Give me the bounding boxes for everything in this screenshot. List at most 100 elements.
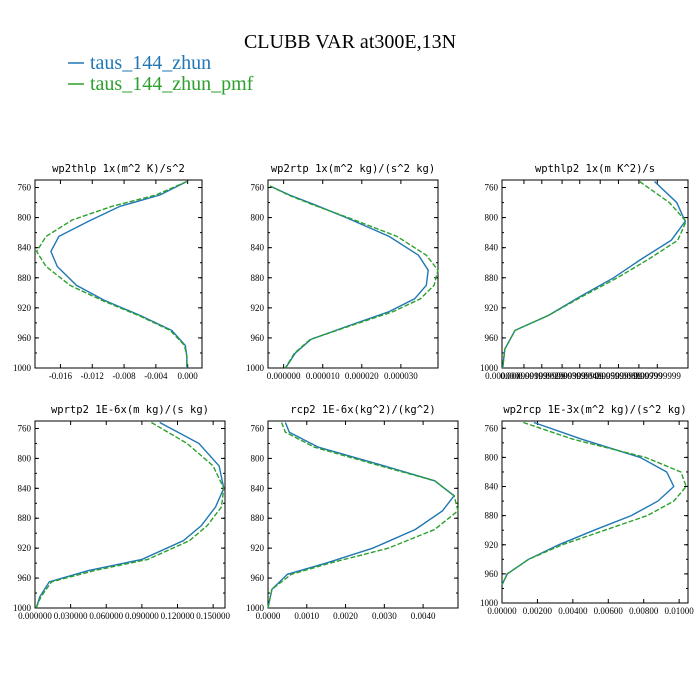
panel-1: wp2thlp 1x(m^2 K)/s^2 760 800 840 880 920 960 1…	[13, 163, 203, 381]
x-tick-label: 0.0020	[333, 611, 358, 621]
y-tick-label: 880	[18, 513, 32, 523]
y-tick-label: 1000	[480, 363, 499, 373]
panel-title: wp2thlp 1x(m^2 K)/s^2	[52, 163, 185, 175]
y-tick-label: 920	[485, 303, 499, 313]
x-tick-label: 0.0000	[256, 611, 281, 621]
y-tick-label: 920	[251, 543, 265, 553]
plot-frame	[501, 179, 689, 369]
series-line-2	[501, 421, 687, 586]
y-tick-label: 800	[18, 453, 32, 463]
x-tick-label: 0.007999999	[634, 371, 682, 381]
panel-title: wp2rcp 1E-3x(m^2 kg)/(s^2 kg)	[503, 404, 686, 416]
y-tick-label: 800	[18, 213, 32, 223]
series-line-1	[50, 180, 188, 368]
y-tick-label: 760	[485, 423, 499, 433]
x-tick-label: 0.000999999	[500, 371, 548, 381]
plot-frame	[267, 420, 459, 609]
y-tick-label: 760	[251, 423, 265, 433]
series-line-1	[267, 422, 456, 609]
y-tick-label: 880	[251, 273, 265, 283]
y-tick-label: 760	[18, 183, 32, 193]
y-tick-label: 840	[18, 483, 32, 493]
y-tick-label: 840	[485, 243, 499, 253]
y-tick-label: 920	[18, 543, 32, 553]
y-tick-label: 1000	[246, 603, 265, 613]
y-tick-label: 960	[18, 573, 32, 583]
x-tick-label: 0.001999999	[518, 371, 566, 381]
panel-title: wp2rtp 1x(m^2 kg)/(s^2 kg)	[271, 163, 435, 175]
y-tick-label: 800	[485, 213, 499, 223]
x-tick-label: 0.005999999	[595, 371, 643, 381]
x-tick-label: 0.090000	[125, 611, 159, 621]
x-tick-label: 0.004999999	[577, 371, 625, 381]
x-tick-label: 0.000000	[485, 371, 519, 381]
x-tick-label: 0.00400	[558, 606, 588, 616]
series-line-2	[269, 185, 439, 369]
y-tick-label: 1000	[246, 363, 265, 373]
y-tick-label: 840	[251, 243, 265, 253]
panel-4: wprtp2 1E-6x(m kg)/(s kg) 760 800 840 880 920…	[13, 404, 231, 621]
x-tick-label: 0.000030	[384, 371, 418, 381]
y-tick-label: 1000	[13, 603, 32, 613]
y-tick-label: 920	[18, 303, 32, 313]
series-line-1	[269, 185, 429, 369]
legend: taus_144_zhun taus_144_zhun_pmf	[68, 52, 254, 95]
panel-title: wpthlp2 1x(m K^2)/s	[535, 163, 655, 175]
x-tick-label: 0.003999999	[556, 371, 604, 381]
y-tick-label: 760	[18, 423, 32, 433]
y-tick-label: 960	[18, 333, 32, 343]
y-tick-label: 1000	[13, 363, 32, 373]
y-tick-label: 800	[485, 452, 499, 462]
y-tick-label: 760	[485, 183, 499, 193]
series-line-2	[502, 180, 687, 369]
plot-frame	[34, 420, 226, 609]
panel-2: wp2rtp 1x(m^2 kg)/(s^2 kg) 760 800 840 880 92…	[246, 163, 439, 381]
x-tick-label: 0.030000	[54, 611, 88, 621]
y-tick-label: 1000	[480, 598, 499, 608]
x-tick-label: 0.060000	[89, 611, 123, 621]
y-tick-label: 960	[485, 569, 499, 579]
x-tick-label: 0.120000	[161, 611, 195, 621]
legend-label-1: taus_144_zhun	[90, 52, 211, 74]
y-tick-label: 920	[251, 303, 265, 313]
series-line-2	[267, 422, 459, 609]
x-tick-label: 0.006999999	[615, 371, 663, 381]
y-tick-label: 920	[485, 540, 499, 550]
y-tick-label: 960	[485, 333, 499, 343]
panel-5: rcp2 1E-6x(kg^2)/(kg^2) 760 800 840 880 920 96…	[246, 404, 459, 621]
y-tick-label: 800	[251, 453, 265, 463]
panel-title: rcp2 1E-6x(kg^2)/(kg^2)	[290, 404, 435, 416]
x-tick-label: 0.0030	[372, 611, 397, 621]
y-tick-label: 840	[18, 243, 32, 253]
series-line-2	[35, 421, 225, 609]
x-tick-label: 0.00800	[629, 606, 659, 616]
panel-6: wp2rcp 1E-3x(m^2 kg)/(s^2 kg) 760 800 840 88…	[480, 404, 694, 616]
x-tick-label: 0.002999999	[538, 371, 586, 381]
x-tick-label: 0.0010	[294, 611, 319, 621]
x-tick-label: -0.004	[144, 371, 168, 381]
x-tick-label: 0.000	[178, 371, 199, 381]
y-tick-label: 840	[485, 482, 499, 492]
panel-3: wpthlp2 1x(m K^2)/s 760 800 840 880 920 960 100…	[480, 163, 689, 381]
y-tick-label: 880	[18, 273, 32, 283]
x-tick-label: 0.000000	[18, 611, 52, 621]
x-tick-label: -0.012	[81, 371, 104, 381]
y-tick-label: 880	[485, 511, 499, 521]
panel-title: wprtp2 1E-6x(m kg)/(s kg)	[51, 404, 209, 416]
x-tick-label: 0.01000	[665, 606, 695, 616]
series-line-2	[35, 180, 188, 368]
y-tick-label: 880	[251, 513, 265, 523]
x-tick-label: 0.00000	[487, 606, 517, 616]
y-tick-label: 800	[251, 213, 265, 223]
y-tick-label: 960	[251, 333, 265, 343]
x-tick-label: -0.008	[112, 371, 136, 381]
plot-frame	[34, 179, 203, 369]
series-line-1	[35, 421, 225, 609]
plot-frame	[501, 420, 689, 604]
x-tick-label: 0.00600	[594, 606, 624, 616]
y-tick-label: 960	[251, 573, 265, 583]
x-tick-label: 0.00200	[523, 606, 553, 616]
x-tick-label: -0.016	[49, 371, 73, 381]
x-tick-label: 0.000010	[306, 371, 340, 381]
